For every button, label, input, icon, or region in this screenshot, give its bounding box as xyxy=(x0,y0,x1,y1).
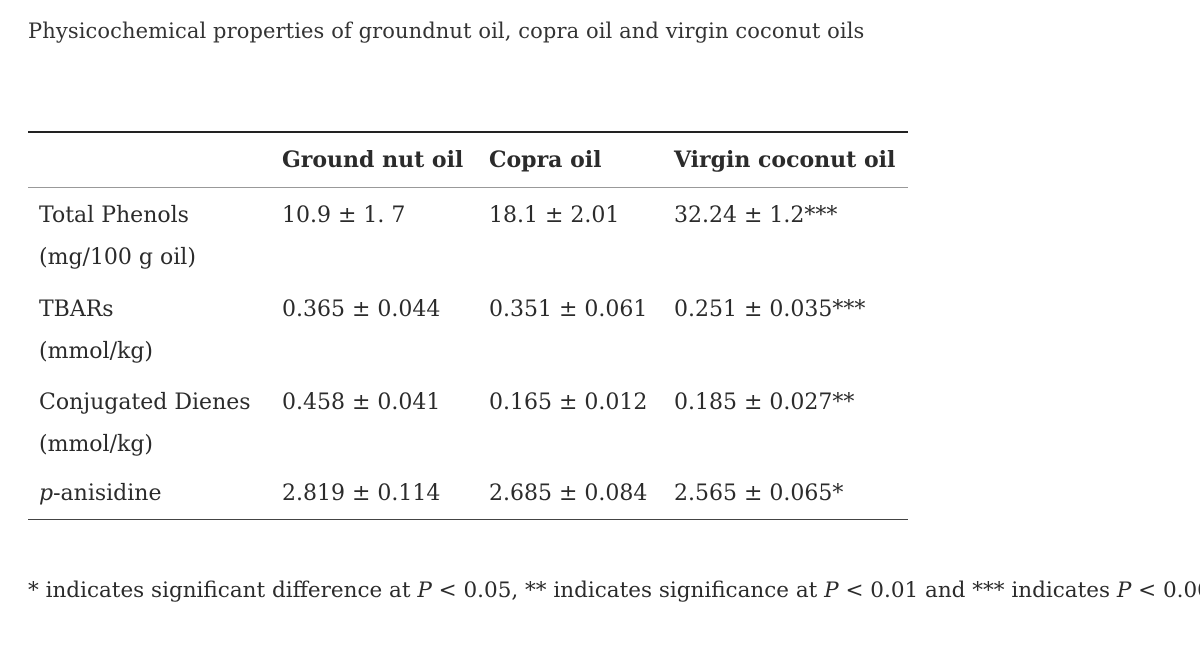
table-row-tbars: TBARs (mmol/kg) 0.365 ± 0.044 0.351 ± 0.… xyxy=(28,288,908,380)
row-label-italic-prefix: p xyxy=(39,481,54,506)
header-copra-oil: Copra oil xyxy=(489,147,602,173)
footnote-text: < 0.001 xyxy=(1138,578,1200,603)
properties-table-container: Ground nut oil Copra oil Virgin coconut … xyxy=(28,131,908,520)
table-caption: Physicochemical properties of groundnut … xyxy=(28,19,865,43)
row-label-name: TBARs xyxy=(39,297,114,322)
footnote-p-symbol: P xyxy=(1116,578,1132,603)
cell-ground-nut-oil: 0.458 ± 0.041 xyxy=(282,390,441,415)
footnote-text: < 0.01 and *** indicates xyxy=(838,578,1117,603)
row-label-unit: (mmol/kg) xyxy=(39,432,153,457)
cell-copra-oil: 0.165 ± 0.012 xyxy=(489,390,648,415)
table-row-total-phenols: Total Phenols (mg/100 g oil) 10.9 ± 1. 7… xyxy=(28,188,908,289)
row-label: Total Phenols (mg/100 g oil) xyxy=(28,188,278,289)
cell-virgin-coconut-oil: 32.24 ± 1.2*** xyxy=(674,203,838,228)
row-label-name: Conjugated Dienes xyxy=(39,390,251,415)
properties-table: Ground nut oil Copra oil Virgin coconut … xyxy=(28,131,908,520)
table-footnote: * indicates significant difference at P … xyxy=(28,578,1200,603)
cell-virgin-coconut-oil: 2.565 ± 0.065* xyxy=(674,481,844,506)
row-label-name: -anisidine xyxy=(53,481,162,506)
cell-copra-oil: 0.351 ± 0.061 xyxy=(489,297,648,322)
cell-virgin-coconut-oil: 0.251 ± 0.035*** xyxy=(674,297,866,322)
footnote-text: * indicates significant difference at xyxy=(28,578,418,603)
row-label: TBARs (mmol/kg) xyxy=(28,288,278,380)
table-row-p-anisidine: p-anisidine 2.819 ± 0.114 2.685 ± 0.084 … xyxy=(28,473,908,520)
row-label: Conjugated Dienes (mmol/kg) xyxy=(28,380,278,473)
cell-ground-nut-oil: 0.365 ± 0.044 xyxy=(282,297,441,322)
cell-copra-oil: 18.1 ± 2.01 xyxy=(489,203,620,228)
row-label: p-anisidine xyxy=(28,473,278,520)
header-virgin-coconut-oil: Virgin coconut oil xyxy=(674,147,896,173)
header-ground-nut-oil: Ground nut oil xyxy=(282,147,464,173)
row-label-unit: (mmol/kg) xyxy=(39,339,153,364)
table-row-conjugated-dienes: Conjugated Dienes (mmol/kg) 0.458 ± 0.04… xyxy=(28,380,908,473)
footnote-text: < 0.05, ** indicates significance at xyxy=(431,578,825,603)
cell-copra-oil: 2.685 ± 0.084 xyxy=(489,481,648,506)
table-header-row: Ground nut oil Copra oil Virgin coconut … xyxy=(28,132,908,188)
row-label-unit: (mg/100 g oil) xyxy=(39,245,196,270)
cell-ground-nut-oil: 2.819 ± 0.114 xyxy=(282,481,441,506)
footnote-p-symbol: P xyxy=(824,578,839,603)
header-empty xyxy=(28,132,278,188)
footnote-p-symbol: P xyxy=(417,578,432,603)
row-label-name: Total Phenols xyxy=(39,203,189,228)
cell-virgin-coconut-oil: 0.185 ± 0.027** xyxy=(674,390,855,415)
cell-ground-nut-oil: 10.9 ± 1. 7 xyxy=(282,203,406,228)
